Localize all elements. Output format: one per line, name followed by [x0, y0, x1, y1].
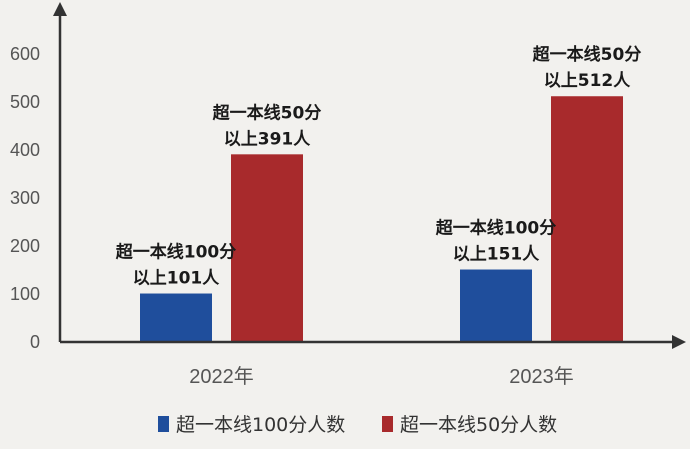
- bar: [140, 293, 212, 342]
- y-tick-label: 200: [10, 236, 40, 256]
- data-label: 以上391人: [224, 129, 311, 149]
- data-label: 以上151人: [453, 245, 540, 265]
- data-label: 以上512人: [544, 71, 631, 91]
- data-label: 以上101人: [133, 269, 220, 289]
- y-tick-label: 500: [10, 92, 40, 112]
- bar: [460, 269, 532, 342]
- data-label: 超一本线50分: [533, 44, 642, 65]
- y-tick-label: 100: [10, 284, 40, 304]
- legend-swatch: [158, 416, 169, 432]
- y-tick-label: 600: [10, 44, 40, 64]
- bar: [231, 154, 303, 342]
- legend: 超一本线100分人数 超一本线50分人数: [158, 414, 557, 436]
- x-tick-label: 2023年: [509, 365, 574, 388]
- legend-swatch: [382, 416, 393, 432]
- data-label: 超一本线50分: [213, 102, 322, 123]
- y-tick-label: 400: [10, 140, 40, 160]
- y-tick-label: 300: [10, 188, 40, 208]
- data-label: 超一本线100分: [436, 218, 557, 239]
- x-tick-label: 2022年: [189, 365, 254, 388]
- legend-label: 超一本线50分人数: [400, 414, 557, 436]
- x-axis-arrow-icon: [672, 335, 686, 349]
- data-label: 超一本线100分: [116, 242, 237, 263]
- bar: [551, 96, 623, 343]
- y-axis-arrow-icon: [53, 2, 67, 16]
- y-tick-label: 0: [30, 332, 40, 352]
- legend-label: 超一本线100分人数: [176, 414, 345, 436]
